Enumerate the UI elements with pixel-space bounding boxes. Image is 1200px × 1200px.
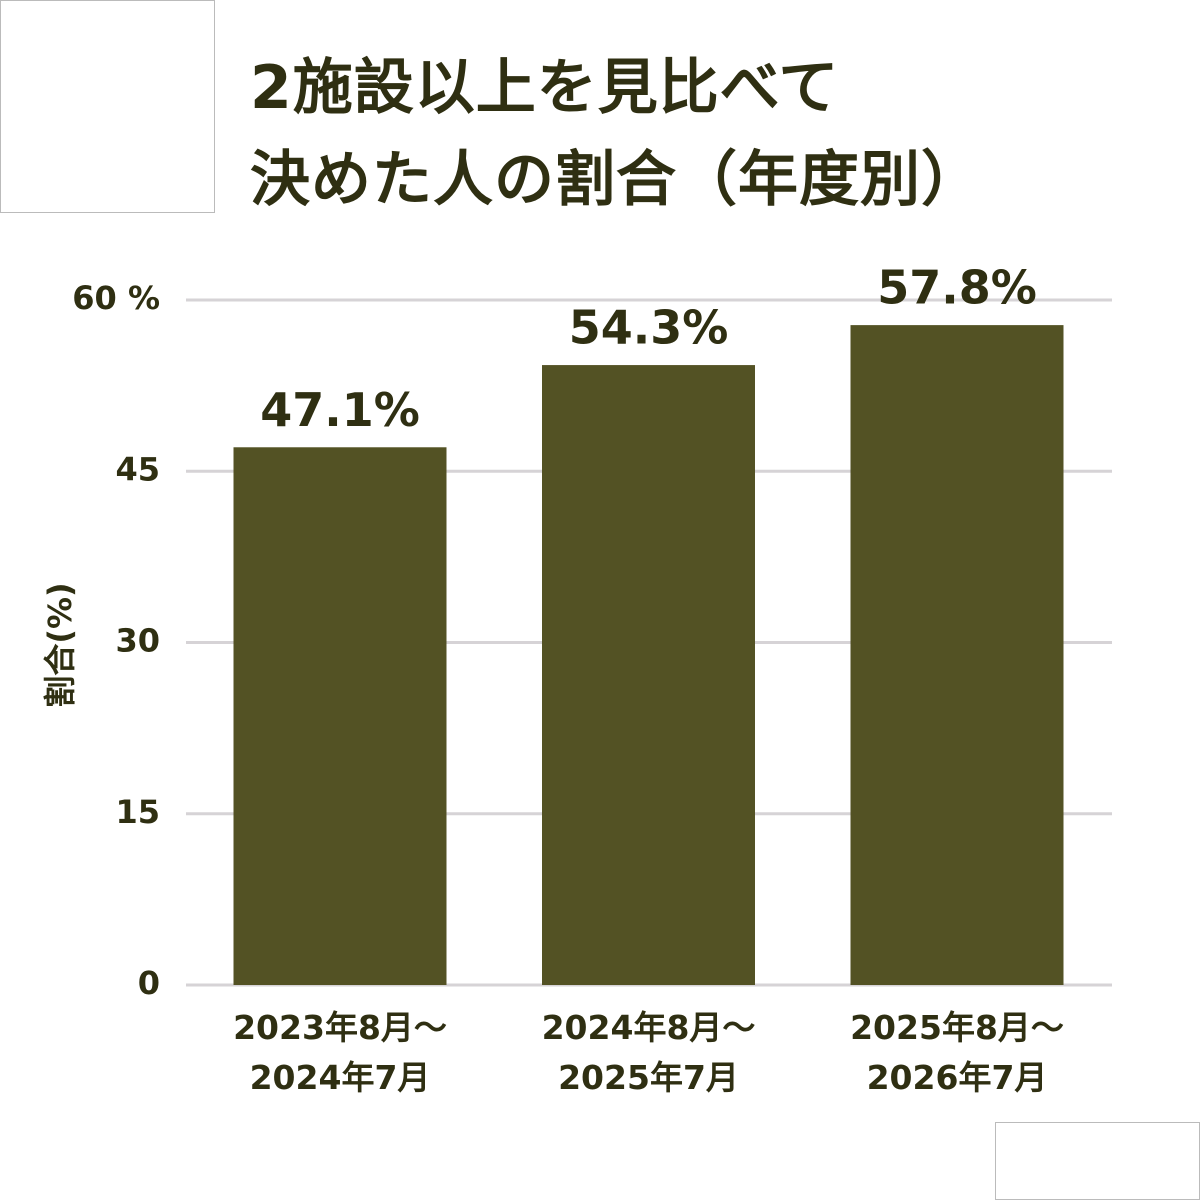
bar: [850, 325, 1064, 985]
y-tick-label: 30: [115, 622, 160, 660]
y-tick-label: 15: [115, 793, 160, 831]
corner-box: [0, 0, 215, 213]
value-label: 57.8%: [877, 261, 1037, 315]
y-tick-label: 0: [138, 964, 160, 1002]
x-tick-label: 2023年8月～ 2024年7月: [233, 1008, 447, 1097]
y-tick-label: 45: [115, 450, 160, 488]
y-tick-label: 60 %: [72, 279, 160, 317]
bar: [542, 365, 755, 985]
value-label: 47.1%: [260, 383, 420, 437]
x-tick-label: 2024年8月～ 2025年7月: [541, 1008, 756, 1097]
y-axis-label: 割合(%): [41, 582, 79, 707]
value-label: 54.3%: [569, 301, 729, 355]
chart-title: 2施設以上を見比べて 決めた人の割合（年度別）: [250, 53, 982, 215]
x-tick-label: 2025年8月～ 2026年7月: [850, 1008, 1064, 1097]
bar: [233, 447, 447, 985]
corner-box: [995, 1122, 1200, 1200]
